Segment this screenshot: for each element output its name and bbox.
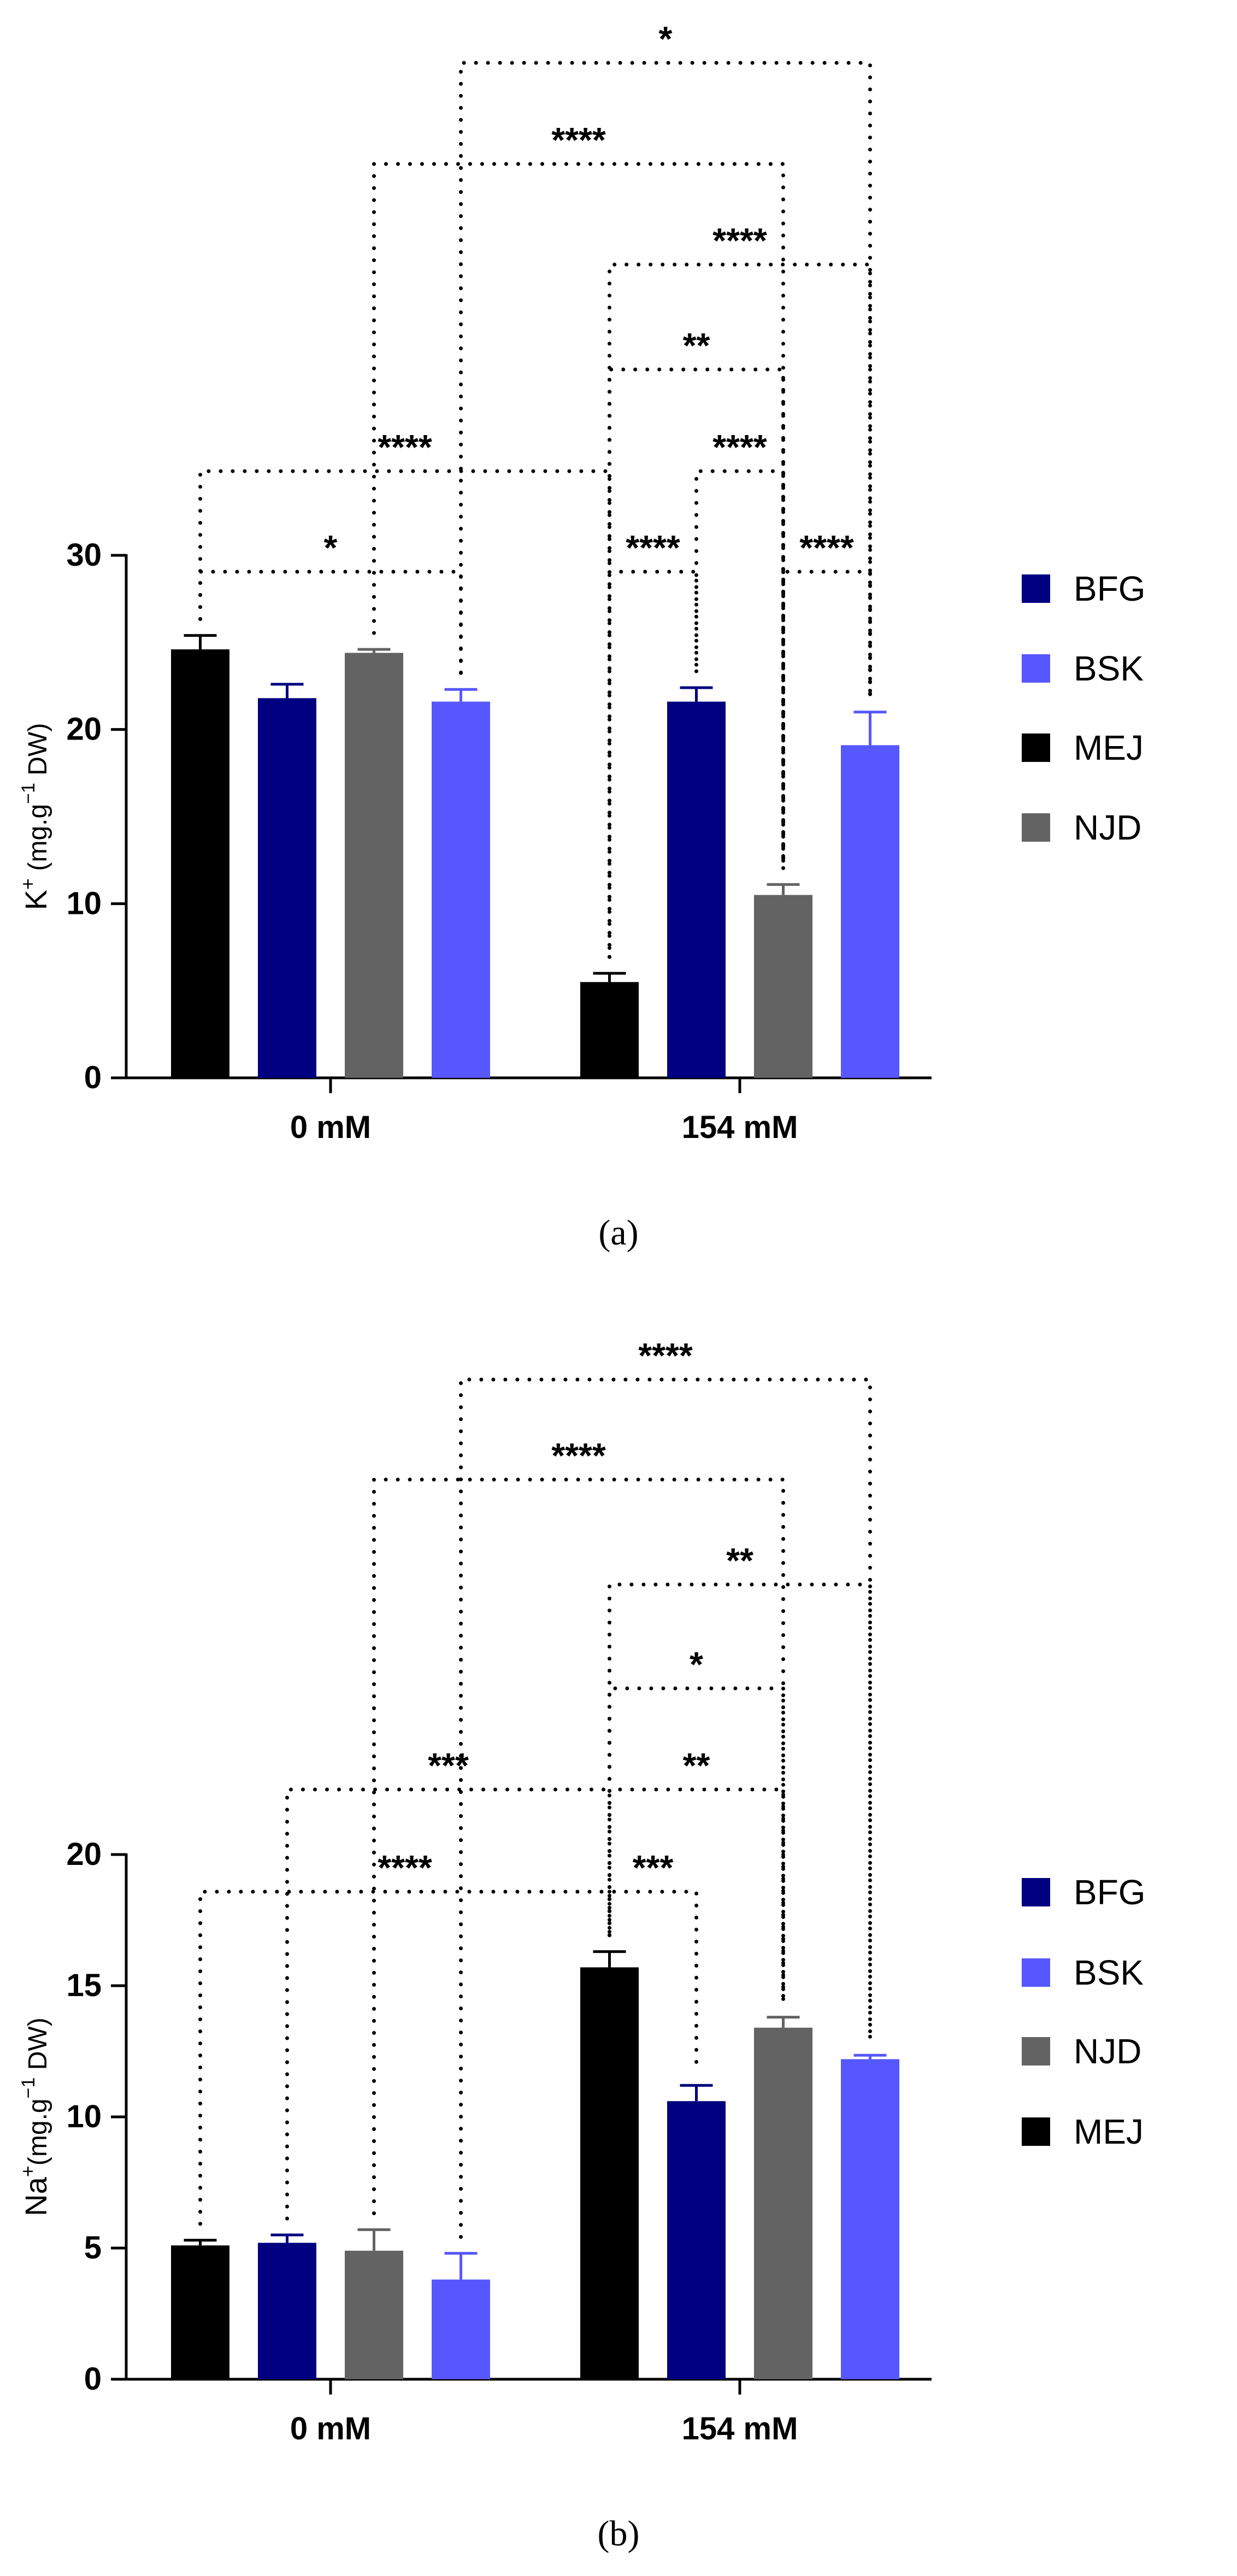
y-axis-title-part: Na: [19, 2176, 53, 2216]
y-tick-label: 10: [66, 885, 102, 921]
legend-label-mej: MEJ: [1074, 2112, 1144, 2151]
legend-label-bsk: BSK: [1074, 649, 1144, 688]
bar-mej-0mm: [171, 649, 229, 1078]
y-tick-label: 5: [84, 2230, 102, 2266]
significance-label: **: [683, 326, 710, 365]
significance-label: ****: [378, 1848, 432, 1887]
y-axis-title-part: −1: [18, 783, 39, 804]
y-axis-title-part: (mg.g: [23, 804, 52, 878]
y-axis-title-part: K: [19, 890, 53, 910]
y-axis-title-part: +: [16, 2166, 39, 2177]
legend-label-njd: NJD: [1074, 2032, 1141, 2071]
significance-label: *: [659, 19, 673, 58]
figure-caption: (b): [598, 2514, 640, 2554]
bar-njd-0mm: [345, 653, 403, 1078]
bar-njd-0mm: [345, 2250, 403, 2379]
bar-bfg-0mm: [258, 698, 316, 1078]
bar-mej-154mm: [580, 982, 639, 1078]
significance-bracket: [372, 1477, 785, 2215]
y-tick-label: 0: [84, 1060, 102, 1095]
significance-bracket: [459, 61, 872, 698]
y-axis-title-part: (mg.g: [23, 2098, 52, 2166]
y-axis-title: Na+(mg.g−1 DW): [16, 2017, 53, 2216]
significance-label: ****: [551, 120, 606, 160]
y-tick-label: 20: [66, 712, 102, 747]
significance-label: ***: [633, 1848, 674, 1887]
significance-label: ****: [712, 427, 767, 467]
legend-label-bfg: BFG: [1074, 1873, 1146, 1912]
bar-njd-154mm: [754, 895, 812, 1078]
x-category-label: 0 mM: [290, 2411, 371, 2446]
y-axis-title-part: +: [16, 878, 39, 890]
y-axis-title-part: −1: [18, 2078, 39, 2099]
bar-bsk-0mm: [432, 701, 490, 1078]
y-tick-label: 20: [66, 1836, 102, 1872]
y-tick-label: 15: [66, 1968, 102, 2003]
significance-bracket: [608, 1582, 872, 2041]
y-tick-label: 0: [84, 2361, 102, 2397]
significance-label: ****: [551, 1436, 606, 1475]
significance-bracket: [372, 162, 785, 870]
x-category-label: 154 mM: [682, 1110, 798, 1145]
y-tick-label: 10: [66, 2099, 102, 2134]
significance-label: ****: [638, 1336, 693, 1375]
bar-bsk-154mm: [841, 745, 899, 1078]
bar-bfg-0mm: [258, 2243, 316, 2379]
bar-bfg-154mm: [667, 2101, 726, 2379]
legend-swatch-bsk: [1022, 654, 1050, 683]
y-axis-title-part: DW): [23, 723, 52, 783]
y-axis-title-part: DW): [23, 2017, 52, 2077]
significance-bracket: [198, 469, 611, 959]
legend-swatch-mej: [1022, 2117, 1050, 2146]
significance-label: *: [690, 1645, 703, 1684]
y-tick-label: 30: [66, 537, 102, 573]
legend-swatch-njd: [1022, 813, 1050, 842]
y-axis-title: K+ (mg.g−1 DW): [16, 723, 53, 910]
legend-swatch-bsk: [1022, 1958, 1050, 1987]
x-category-label: 0 mM: [290, 1110, 371, 1145]
significance-label: ****: [712, 221, 767, 260]
legend-label-njd: NJD: [1074, 808, 1141, 847]
bar-njd-154mm: [754, 2027, 812, 2379]
significance-label: **: [683, 1746, 710, 1785]
legend-label-bsk: BSK: [1074, 1953, 1144, 1992]
legend-label-mej: MEJ: [1074, 728, 1144, 767]
legend-swatch-bfg: [1022, 1878, 1050, 1906]
significance-label: ***: [428, 1746, 469, 1785]
significance-label: ****: [799, 528, 854, 567]
significance-bracket: [608, 1686, 785, 2003]
legend-swatch-njd: [1022, 2037, 1050, 2066]
legend-swatch-mej: [1022, 734, 1050, 762]
legend-label-bfg: BFG: [1074, 569, 1146, 608]
bar-bfg-154mm: [667, 701, 726, 1078]
significance-label: **: [726, 1541, 753, 1580]
bar-bsk-0mm: [432, 2279, 490, 2379]
significance-label: ****: [378, 427, 432, 467]
significance-bracket: [285, 1787, 611, 2221]
figure-caption: (a): [598, 1213, 638, 1253]
bar-mej-0mm: [171, 2245, 229, 2379]
bar-mej-154mm: [580, 1967, 639, 2379]
significance-label: *: [324, 528, 338, 567]
x-category-label: 154 mM: [682, 2411, 798, 2446]
bar-bsk-154mm: [841, 2059, 899, 2379]
legend-swatch-bfg: [1022, 574, 1050, 603]
significance-label: ****: [626, 528, 680, 567]
